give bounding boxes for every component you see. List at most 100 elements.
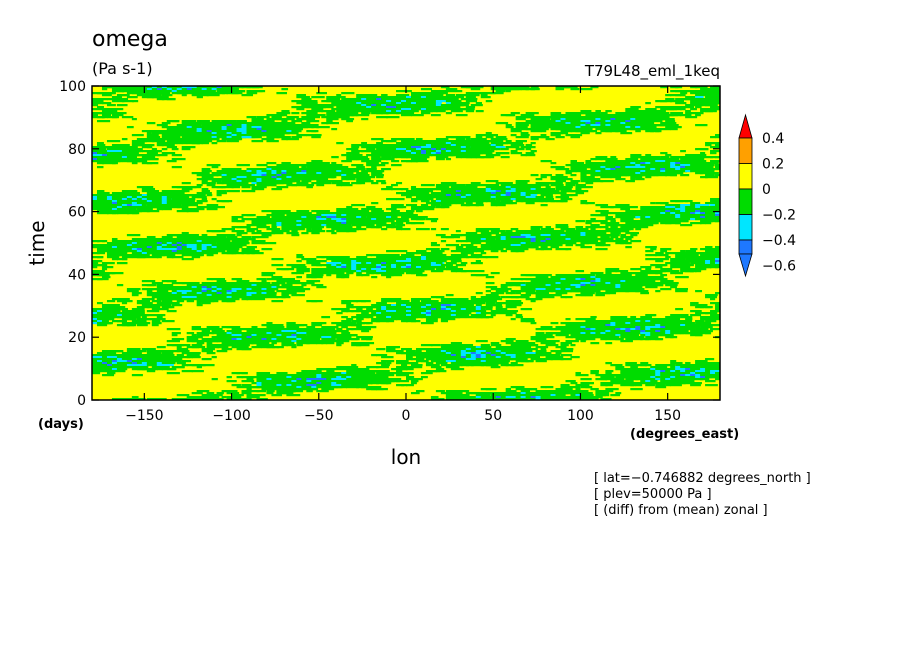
- heatmap-cell: [331, 102, 339, 105]
- heatmap-cell: [550, 166, 557, 169]
- heatmap-cell: [136, 200, 145, 203]
- heatmap-cell: [590, 286, 599, 289]
- heatmap-cell: [450, 98, 459, 101]
- heatmap-cell: [361, 274, 370, 277]
- heatmap-cell: [600, 158, 614, 161]
- heatmap-cell: [396, 96, 402, 99]
- heatmap-cell: [565, 114, 572, 117]
- heatmap-cell: [296, 228, 305, 231]
- heatmap-cell: [126, 194, 135, 197]
- heatmap-cell: [251, 292, 259, 295]
- heatmap-cell: [545, 234, 555, 237]
- heatmap-cell: [575, 166, 583, 169]
- heatmap-cell: [126, 208, 137, 211]
- heatmap-cell: [430, 204, 441, 207]
- heatmap-cell: [430, 266, 440, 269]
- heatmap-cell: [201, 192, 212, 195]
- heatmap-cell: [715, 134, 720, 137]
- heatmap-cell: [410, 154, 417, 157]
- heatmap-cell: [301, 98, 312, 101]
- heatmap-cell: [630, 214, 638, 217]
- heatmap-cell: [226, 138, 241, 141]
- heatmap-cell: [430, 202, 440, 205]
- heatmap-cell: [435, 102, 442, 105]
- heatmap-cell: [590, 166, 598, 169]
- heatmap-cell: [101, 268, 108, 271]
- heatmap-cell: [460, 200, 471, 203]
- heatmap-cell: [605, 120, 611, 123]
- heatmap-cell: [675, 210, 682, 213]
- heatmap-cell: [271, 214, 278, 217]
- heatmap-cell: [361, 216, 367, 219]
- heatmap-cell: [156, 302, 163, 305]
- heatmap-cell: [645, 126, 653, 129]
- heatmap-cell: [356, 210, 365, 213]
- heatmap-cell: [660, 220, 668, 223]
- heatmap-cell: [500, 188, 511, 191]
- heatmap-cell: [231, 252, 244, 255]
- heatmap-cell: [440, 198, 447, 201]
- heatmap-cell: [695, 100, 707, 103]
- heatmap-cell: [705, 214, 715, 217]
- heatmap-cell: [186, 292, 195, 295]
- heatmap-cell: [500, 184, 507, 187]
- heatmap-cell: [635, 164, 644, 167]
- heatmap-cell: [171, 120, 179, 123]
- heatmap-cell: [151, 158, 159, 161]
- heatmap-cell: [690, 210, 699, 213]
- heatmap-cell: [406, 146, 412, 149]
- heatmap-cell: [406, 268, 413, 271]
- heatmap-cell: [605, 288, 616, 291]
- heatmap-cell: [620, 234, 627, 237]
- heatmap-cell: [106, 92, 115, 95]
- heatmap-cell: [650, 130, 660, 133]
- heatmap-cell: [690, 154, 703, 157]
- heatmap-cell: [301, 216, 310, 219]
- heatmap-cell: [96, 252, 106, 255]
- heatmap-cell: [131, 142, 145, 145]
- heatmap-cell: [231, 132, 238, 135]
- heatmap-cell: [156, 154, 168, 157]
- heatmap-cell: [710, 146, 720, 149]
- heatmap-cell: [391, 222, 404, 225]
- heatmap-cell: [435, 198, 444, 201]
- heatmap-cell: [126, 250, 133, 253]
- heatmap-cell: [415, 250, 427, 253]
- heatmap-cell: [630, 170, 636, 173]
- heatmap-cell: [715, 206, 720, 209]
- heatmap-cell: [660, 152, 668, 155]
- heatmap-cell: [545, 236, 556, 239]
- heatmap-cell: [690, 248, 698, 251]
- heatmap-cell: [555, 180, 566, 183]
- heatmap-cell: [505, 86, 517, 89]
- heatmap-cell: [565, 244, 573, 247]
- heatmap-cell: [595, 156, 608, 159]
- heatmap-cell: [211, 128, 218, 131]
- heatmap-cell: [545, 124, 554, 127]
- heatmap-cell: [351, 112, 357, 115]
- heatmap-cell: [595, 244, 605, 247]
- heatmap-cell: [391, 298, 402, 301]
- heatmap-cell: [181, 132, 189, 135]
- heatmap-cell: [690, 206, 697, 209]
- heatmap-cell: [381, 264, 387, 267]
- heatmap-cell: [540, 248, 553, 251]
- heatmap-cell: [146, 246, 155, 249]
- heatmap-cell: [600, 174, 611, 177]
- heatmap-cell: [176, 206, 189, 209]
- heatmap-cell: [645, 278, 653, 281]
- heatmap-cell: [705, 248, 711, 251]
- heatmap-cell: [131, 152, 139, 155]
- heatmap-cell: [391, 254, 399, 257]
- heatmap-cell: [111, 250, 122, 253]
- heatmap-cell: [301, 104, 314, 107]
- heatmap-cell: [211, 136, 221, 139]
- heatmap-cell: [271, 292, 277, 295]
- heatmap-cell: [221, 292, 230, 295]
- heatmap-cell: [645, 250, 654, 253]
- heatmap-cell: [655, 284, 664, 287]
- heatmap-cell: [560, 228, 568, 231]
- heatmap-cell: [146, 204, 155, 207]
- heatmap-cell: [440, 202, 453, 205]
- heatmap-cell: [660, 202, 666, 205]
